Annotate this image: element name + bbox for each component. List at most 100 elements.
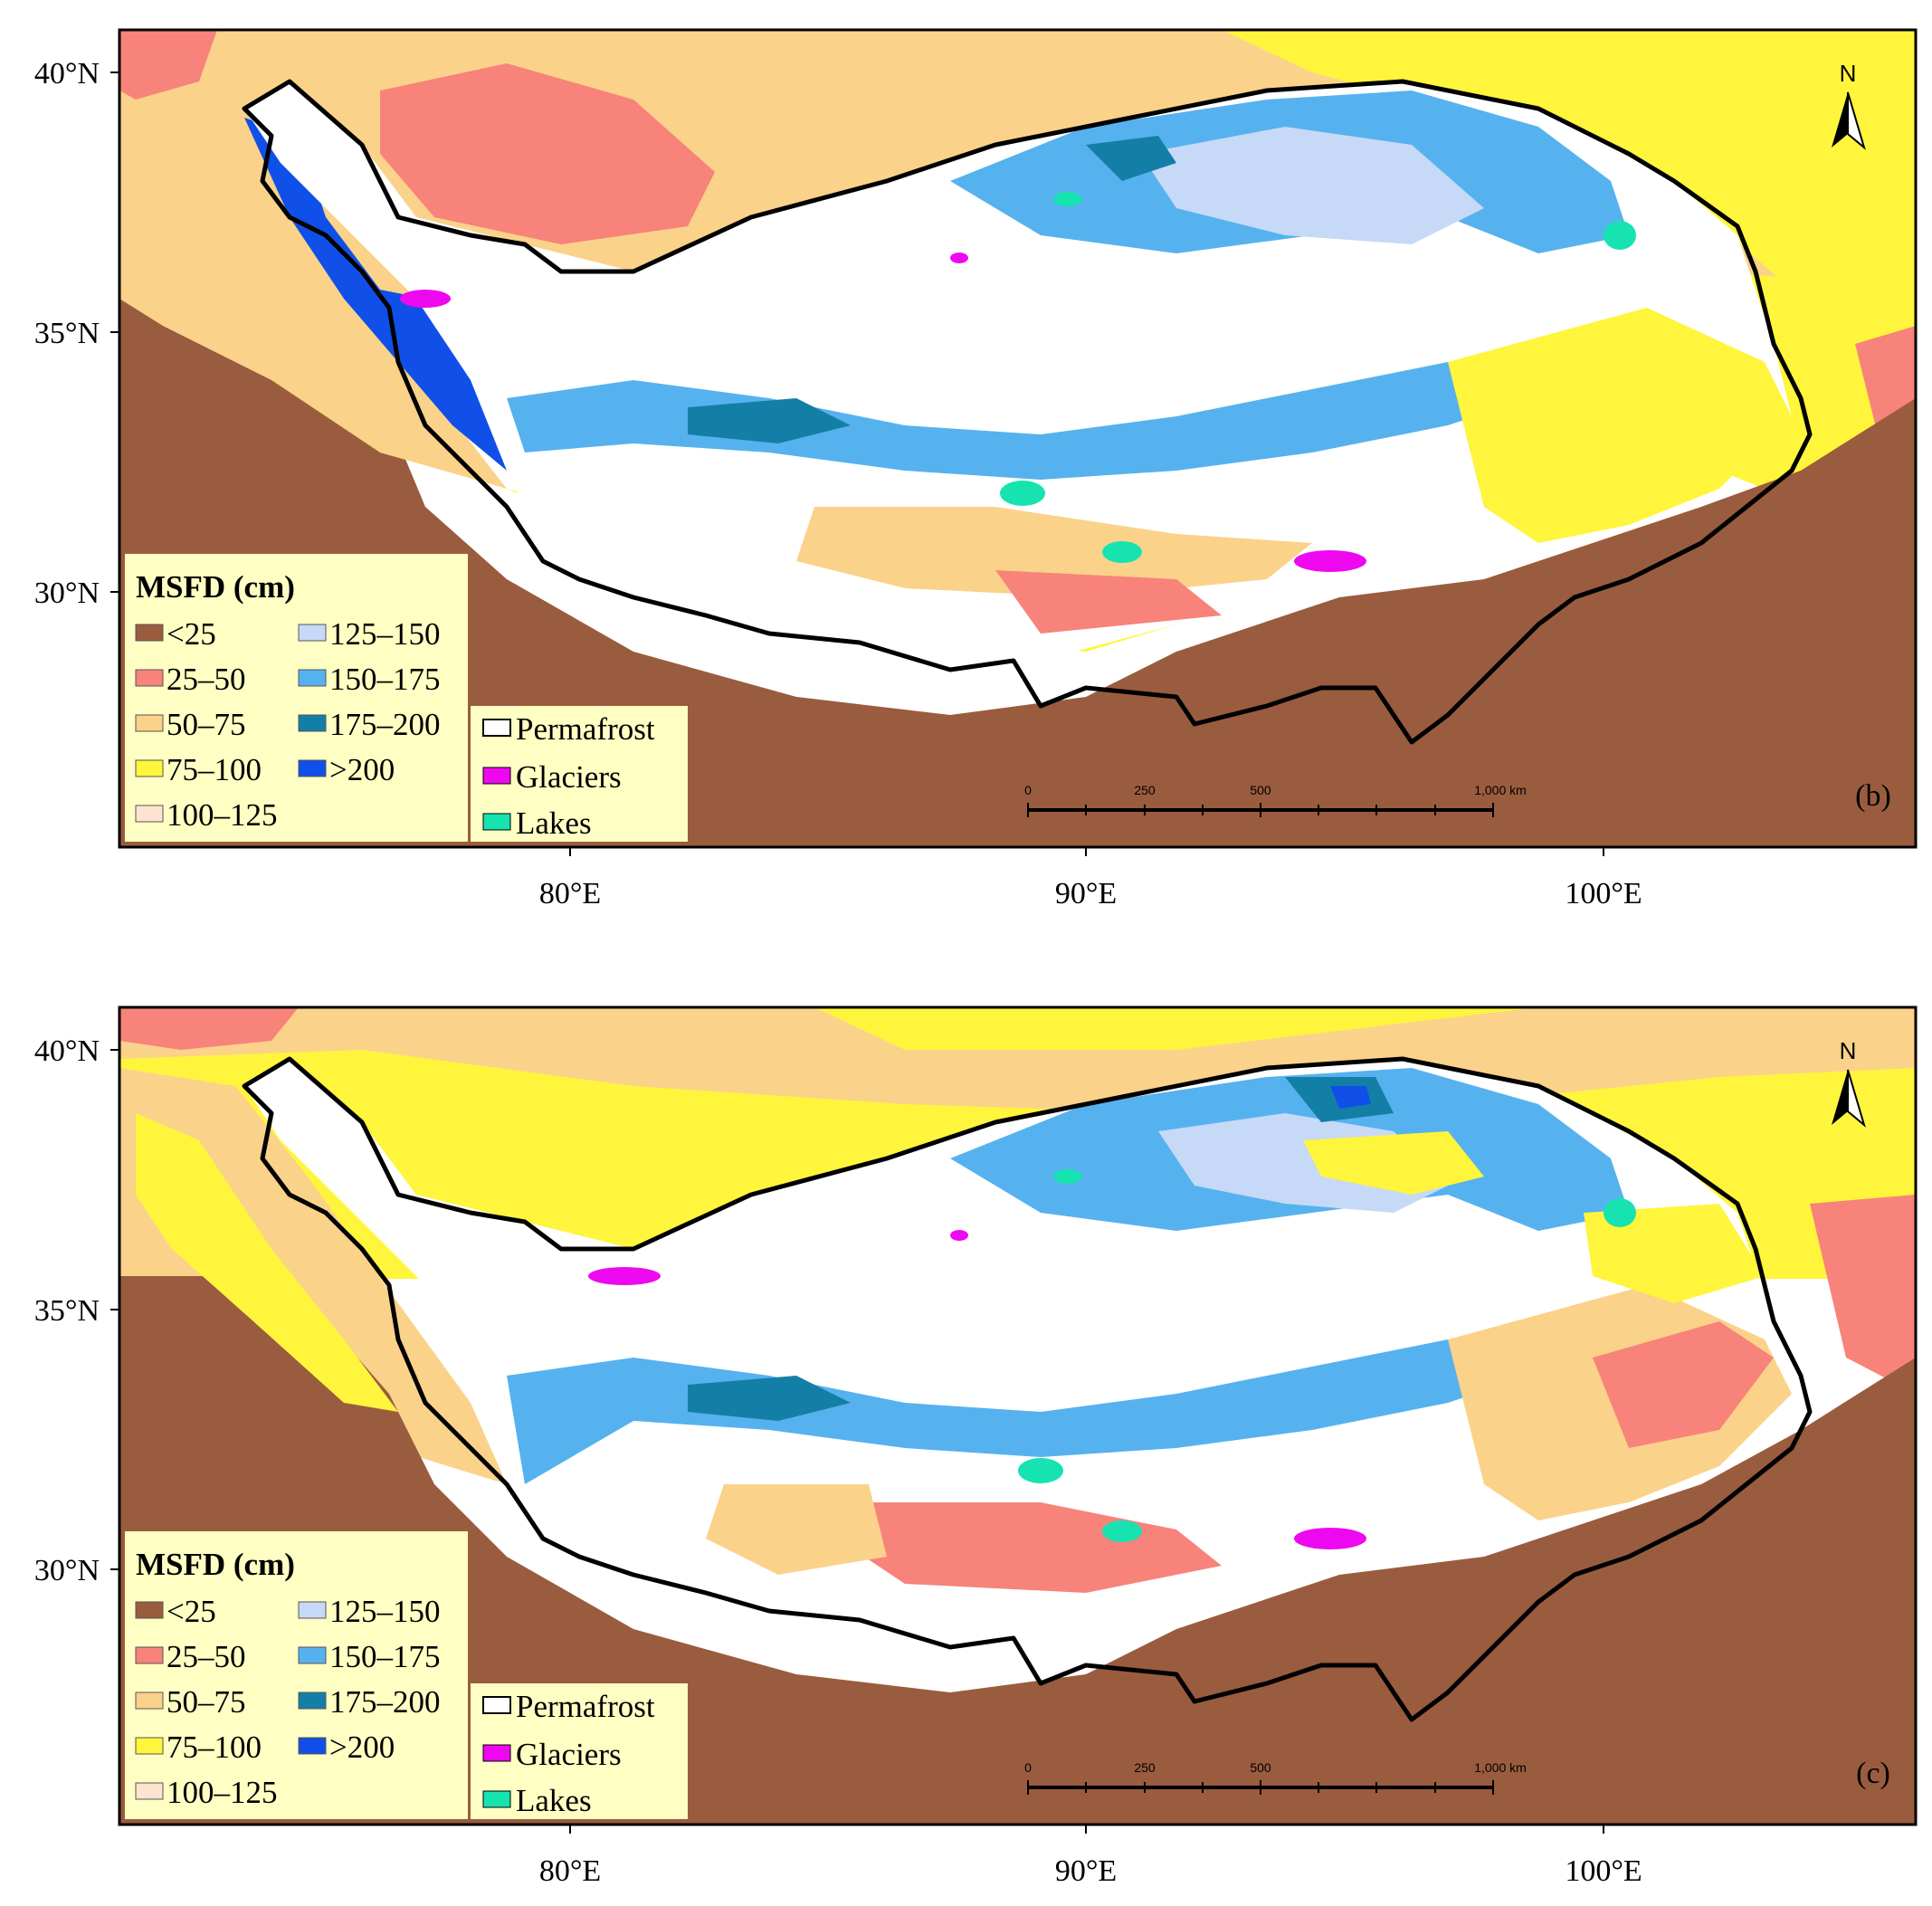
legend-class-item: 75–100 — [135, 752, 262, 787]
north-arrow-icon: N — [1832, 60, 1866, 150]
scale-label: 0 — [1024, 783, 1032, 797]
legend-class-item: 50–75 — [135, 1684, 246, 1720]
region-north-75-100 — [1303, 1131, 1484, 1195]
legend-swatch — [135, 1692, 164, 1710]
x-axis-ticks: 80°E 90°E 100°E — [539, 847, 1642, 905]
legend-swatch — [135, 805, 164, 823]
glacier-patch — [588, 1267, 661, 1285]
legend-extra-item: Permafrost — [482, 711, 655, 747]
legend: MSFD (cm) <25 25–50 50–75 75–100 100–125 — [125, 1531, 688, 1819]
legend-swatch — [482, 1744, 511, 1762]
legend-label: Lakes — [516, 805, 592, 841]
legend-swatch — [298, 714, 327, 732]
legend-class-item: 50–75 — [135, 707, 246, 742]
legend-extra-item: Permafrost — [482, 1689, 655, 1724]
legend-label: 25–50 — [167, 1639, 246, 1674]
y-axis-ticks: 40°N 35°N 30°N — [34, 1034, 119, 1587]
legend-label: >200 — [329, 1730, 395, 1765]
legend-class-item: >200 — [298, 1730, 395, 1765]
scale-bar: 0 250 500 1,000 km — [1024, 1760, 1527, 1795]
map-figure-c: 40°N 35°N 30°N 80°E 90°E 100°E MSFD (cm)… — [34, 1005, 1918, 1882]
map-panel-c: 40°N 35°N 30°N 80°E 90°E 100°E MSFD (cm)… — [0, 977, 1932, 1882]
y-tick-label: 30°N — [34, 577, 100, 610]
legend-swatch — [482, 813, 511, 831]
north-label: N — [1840, 1037, 1857, 1064]
legend-class-item: 25–50 — [135, 662, 246, 697]
lake-patch — [1102, 1520, 1142, 1542]
legend-class-item: <25 — [135, 616, 216, 652]
region-south-150-175 — [507, 344, 1556, 480]
region-west-75-100 — [136, 1113, 398, 1412]
x-tick-label: 80°E — [539, 1854, 601, 1882]
region-west-mountains-50-75 — [119, 136, 507, 489]
legend-swatch — [298, 669, 327, 687]
y-tick-label: 30°N — [34, 1554, 100, 1587]
legend-class-item: <25 — [135, 1594, 216, 1629]
scale-label: 1,000 km — [1474, 1760, 1527, 1775]
scale-label: 500 — [1250, 783, 1271, 797]
legend-label: 175–200 — [329, 1684, 441, 1720]
legend-class-item: 125–150 — [298, 1594, 441, 1629]
lake-patch — [1000, 481, 1045, 506]
legend-swatch — [482, 767, 511, 785]
legend-extra-item: Glaciers — [482, 759, 622, 795]
legend-class-item: 100–125 — [135, 797, 278, 833]
lake-patch — [1018, 1458, 1063, 1483]
legend-class-item: 150–175 — [298, 662, 441, 697]
scale-label: 0 — [1024, 1760, 1032, 1775]
region-east-plateau-75-100 — [1448, 308, 1792, 543]
region-south-175-200 — [688, 398, 851, 443]
legend-box — [125, 1531, 468, 1819]
legend-class-item: 175–200 — [298, 707, 441, 742]
panel-label: (b) — [1855, 779, 1891, 813]
lake-patch — [1102, 541, 1142, 563]
legend-swatch — [135, 624, 164, 642]
legend-swatch — [298, 759, 327, 777]
legend-class-item: 75–100 — [135, 1730, 262, 1765]
legend-swatch — [482, 1790, 511, 1808]
glacier-patch — [1294, 1528, 1366, 1549]
legend-title: MSFD (cm) — [136, 569, 295, 605]
lake-patch — [1053, 1169, 1082, 1184]
legend-swatch — [135, 669, 164, 687]
region-southeast-25-50 — [995, 570, 1222, 634]
legend-label: 100–125 — [167, 797, 278, 833]
legend-swatch — [482, 719, 511, 737]
x-tick-label: 90°E — [1055, 1854, 1117, 1882]
legend-swatch — [135, 1737, 164, 1755]
scale-label: 250 — [1134, 1760, 1156, 1775]
x-tick-label: 100°E — [1565, 1854, 1642, 1882]
legend-extra-item: Lakes — [482, 805, 592, 841]
legend-label: 150–175 — [329, 662, 441, 697]
legend-swatch — [298, 624, 327, 642]
region-south-central-50-75 — [796, 507, 1312, 597]
legend-title: MSFD (cm) — [136, 1547, 295, 1582]
region-north-gt200 — [1330, 1086, 1371, 1109]
legend-label: 75–100 — [167, 752, 262, 787]
legend-label: 150–175 — [329, 1639, 441, 1674]
legend-extra-item: Glaciers — [482, 1737, 622, 1772]
map-panel-b: 40°N 35°N 30°N 80°E 90°E 100°E MSFD (cm)… — [0, 0, 1932, 905]
legend-class-item: 175–200 — [298, 1684, 441, 1720]
legend-label: <25 — [167, 616, 216, 652]
legend-swatch — [298, 1601, 327, 1619]
legend-extra-item: Lakes — [482, 1783, 592, 1818]
legend-label: 75–100 — [167, 1730, 262, 1765]
lake-patch — [1604, 221, 1636, 250]
legend-swatch — [135, 1782, 164, 1800]
x-tick-label: 100°E — [1565, 877, 1642, 905]
glacier-patch — [950, 1230, 968, 1241]
legend-swatch — [298, 1737, 327, 1755]
legend-swatch — [135, 1601, 164, 1619]
legend-label: 125–150 — [329, 616, 441, 652]
legend-label: Glaciers — [516, 1737, 622, 1772]
plateau-boundary — [242, 79, 1813, 745]
region-south-central-50-75 — [706, 1484, 887, 1575]
legend-label: <25 — [167, 1594, 216, 1629]
legend-swatch — [135, 714, 164, 732]
region-east-25-50 — [1810, 1195, 1916, 1394]
region-west-25-50 — [119, 30, 217, 100]
legend-label: Permafrost — [516, 1689, 655, 1724]
legend: MSFD (cm) <25 25–50 50–75 75–100 100–125 — [125, 554, 688, 842]
region-south-175-200 — [688, 1376, 851, 1421]
